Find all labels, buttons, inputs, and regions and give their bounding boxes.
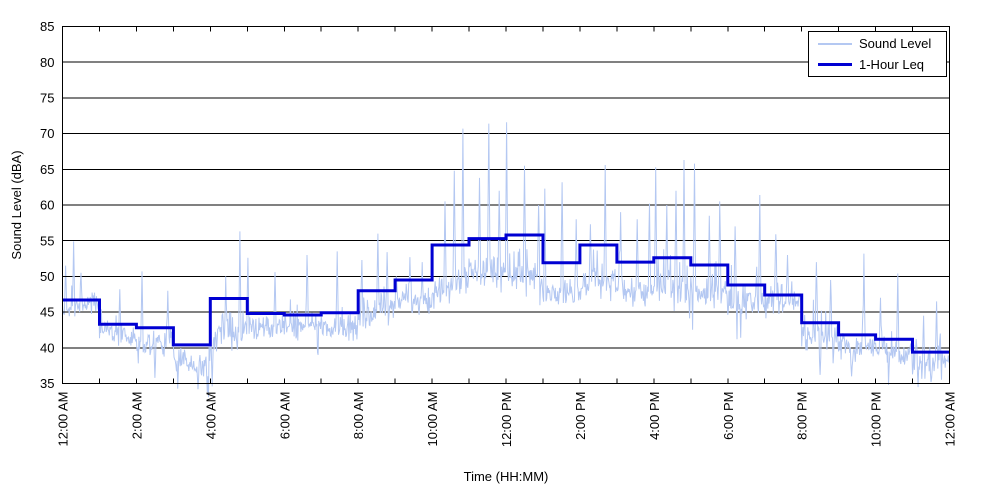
x-tick-label: 2:00 PM (573, 392, 588, 440)
legend-label-leq: 1-Hour Leq (859, 57, 925, 72)
legend-entry-sound-level[interactable]: Sound Level (809, 35, 946, 53)
y-tick-label: 55 (40, 233, 54, 248)
legend-line-sample-leq (818, 63, 852, 66)
x-tick-label: 10:00 AM (425, 392, 440, 447)
x-tick-label: 8:00 AM (351, 392, 366, 440)
plot-generated-layer: 35 40 45 50 55 60 65 70 75 80 85 12:00 AM 2:00 AM 4:0… (40, 19, 957, 447)
legend-box[interactable]: Sound Level 1-Hour Leq (808, 31, 947, 77)
x-tick-label: 6:00 AM (277, 392, 292, 440)
y-axis-title: Sound Level (dBA) (9, 150, 24, 259)
sound-level-trace (62, 122, 950, 398)
y-tick-label: 85 (40, 19, 54, 34)
x-tick-label: 4:00 PM (647, 392, 662, 440)
y-tick-label: 50 (40, 269, 54, 284)
x-tick-label: 12:00 PM (499, 392, 514, 448)
y-tick-label: 70 (40, 126, 54, 141)
y-tick-label: 45 (40, 305, 54, 320)
y-tick-label: 60 (40, 198, 54, 213)
legend-line-sample-sound-level (818, 42, 852, 45)
legend-label-sound-level: Sound Level (859, 36, 932, 51)
x-tick-label: 6:00 PM (721, 392, 736, 440)
x-axis-title: Time (HH:MM) (464, 469, 549, 484)
y-tick-label: 35 (40, 376, 54, 391)
y-tick-label: 40 (40, 340, 54, 355)
legend-entry-leq[interactable]: 1-Hour Leq (809, 56, 946, 74)
x-tick-label: 10:00 PM (869, 392, 884, 448)
x-tick-label: 12:00 AM (56, 392, 71, 447)
x-tick-label: 4:00 AM (203, 392, 218, 440)
y-tick-label: 65 (40, 162, 54, 177)
x-tick-label: 8:00 PM (795, 392, 810, 440)
y-tick-label: 80 (40, 55, 54, 70)
y-tick-label: 75 (40, 90, 54, 105)
leq-step-line (62, 233, 950, 354)
x-tick-label: 12:00 AM (943, 392, 958, 447)
x-tick-label: 2:00 AM (129, 392, 144, 440)
